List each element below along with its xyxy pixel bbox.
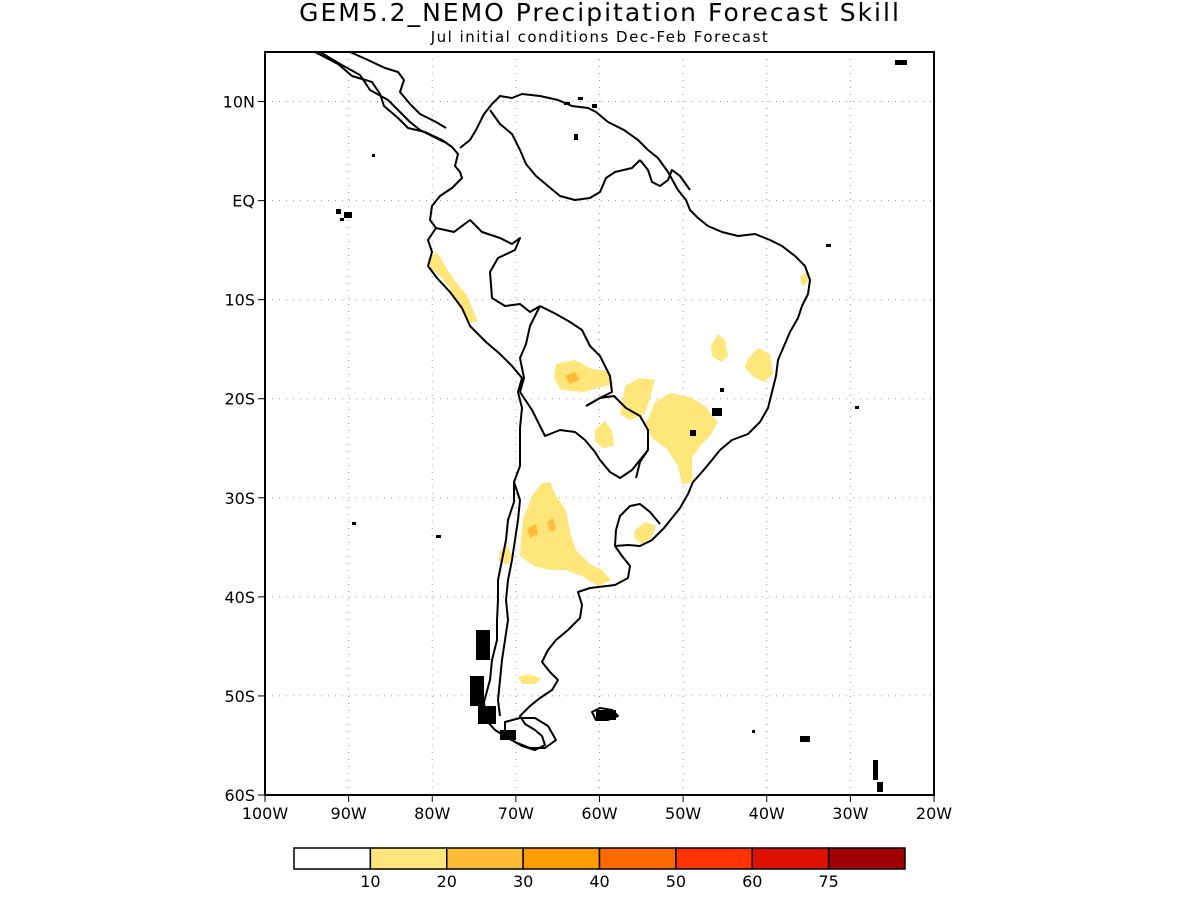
skill-shading-20-30 — [527, 372, 580, 538]
colorbar-label: 40 — [589, 872, 609, 891]
continent-coastline — [314, 52, 811, 751]
lon-tick-label: 20W — [916, 804, 952, 823]
colorbar-swatch — [751, 847, 830, 870]
lon-tick-label: 90W — [331, 804, 367, 823]
border-argentina-uruguay — [614, 503, 661, 547]
lat-tick-label: 50S — [224, 687, 255, 706]
colorbar-label: 30 — [513, 872, 533, 891]
latitude-labels: 10N EQ 10S 20S 30S 40S 50S 60S — [223, 93, 265, 805]
longitude-labels: 100W 90W 80W 70W 60W 50W 40W 30W 20W — [242, 795, 952, 823]
colorbar-label: 60 — [742, 872, 762, 891]
border-colombia-peru — [435, 219, 541, 313]
lat-tick-label: 20S — [224, 390, 255, 409]
colorbar-swatch — [293, 847, 372, 870]
border-bolivia-south — [519, 391, 649, 479]
lat-tick-label: 10S — [224, 291, 255, 310]
lon-tick-label: 30W — [832, 804, 868, 823]
colorbar-labels: 10 20 30 40 50 60 75 — [360, 872, 839, 891]
border-guianas — [639, 159, 691, 191]
border-paraguay — [585, 395, 649, 479]
border-colombia-venezuela — [489, 109, 641, 201]
lon-tick-label: 100W — [242, 804, 289, 823]
colorbar-label: 50 — [666, 872, 686, 891]
colorbar-label: 10 — [360, 872, 380, 891]
central-america-coast — [319, 52, 445, 143]
lon-tick-label: 40W — [749, 804, 785, 823]
lat-tick-label: 30S — [224, 489, 255, 508]
border-brazil-bolivia — [539, 305, 613, 407]
lon-tick-label: 70W — [498, 804, 534, 823]
map-subtitle: Jul initial conditions Dec-Feb Forecast — [430, 28, 770, 46]
colorbar-label: 75 — [818, 872, 838, 891]
lat-tick-label: EQ — [232, 192, 255, 211]
colorbar-swatch — [827, 847, 906, 870]
colorbar-swatch — [675, 847, 753, 870]
coastlines — [314, 52, 811, 751]
lat-tick-label: 60S — [224, 786, 255, 805]
lon-tick-label: 80W — [414, 804, 450, 823]
lon-tick-label: 60W — [581, 804, 617, 823]
colorbar-label: 20 — [437, 872, 457, 891]
colorbar-swatch — [446, 847, 524, 870]
lon-tick-label: 50W — [665, 804, 701, 823]
border-peru-bolivia — [519, 305, 541, 393]
lat-tick-label: 10N — [223, 93, 255, 112]
grid-lines — [265, 52, 934, 795]
colorbar — [293, 847, 906, 870]
central-america-caribbean-coast — [349, 52, 447, 129]
skill-shading-10-20 — [428, 252, 808, 684]
colorbar-swatch — [522, 847, 601, 870]
lat-tick-label: 40S — [224, 588, 255, 607]
map-layer — [314, 52, 907, 792]
colorbar-swatch — [598, 847, 677, 870]
islands — [336, 60, 907, 792]
map-title: GEM5.2_NEMO Precipitation Forecast Skill — [299, 0, 901, 27]
colorbar-swatch — [369, 847, 448, 870]
border-argentina-chile — [497, 481, 521, 717]
